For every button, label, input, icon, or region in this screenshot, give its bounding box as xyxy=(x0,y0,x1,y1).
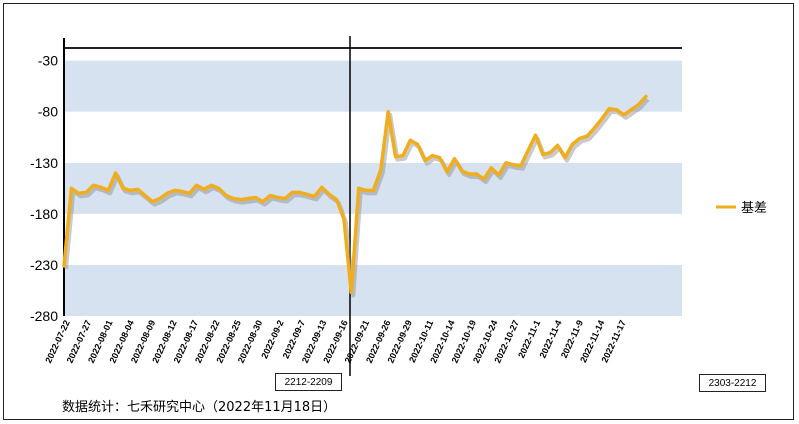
contract-label-left: 2212-2209 xyxy=(275,373,342,391)
background-band xyxy=(64,213,682,265)
y-tick-label: -180 xyxy=(30,206,58,222)
chart-frame xyxy=(3,3,794,420)
x-axis-ticks: 2022-07-222022-07-272022-08-012022-08-04… xyxy=(43,319,628,365)
y-tick-label: -80 xyxy=(38,104,58,120)
y-tick-label: -230 xyxy=(30,257,58,273)
source-note: 数据统计：七禾研究中心（2022年11月18日） xyxy=(62,400,337,415)
series-line xyxy=(62,94,648,295)
legend-label: 基差 xyxy=(741,201,767,216)
y-axis-ticks: -30 -80 -130 -180 -230 -280 xyxy=(30,53,58,324)
series-group xyxy=(62,94,650,298)
y-tick-label: -130 xyxy=(30,155,58,171)
background-band xyxy=(64,264,682,316)
background-band xyxy=(64,60,682,112)
series-line-shadow xyxy=(64,98,650,298)
y-tick-label: -30 xyxy=(38,53,58,69)
y-tick-label: -280 xyxy=(30,308,58,324)
legend: 基差 xyxy=(716,201,767,216)
contract-label-right: 2303-2212 xyxy=(699,374,766,392)
